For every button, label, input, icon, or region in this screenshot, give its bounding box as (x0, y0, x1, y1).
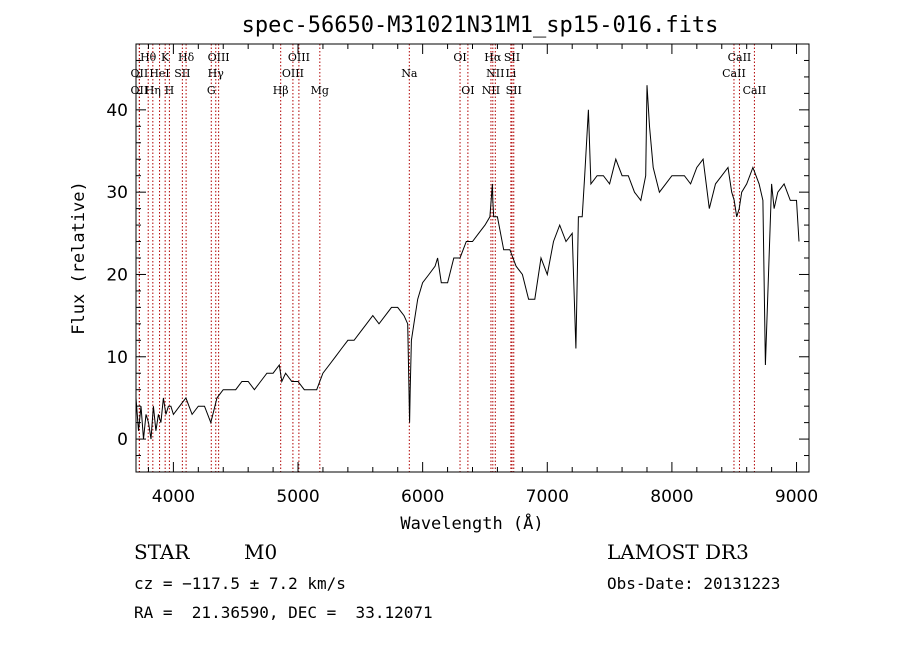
x-tick-label: 5000 (276, 487, 319, 507)
spectral-line-label: OI (461, 84, 474, 97)
spectral-line-label: Hθ (140, 51, 157, 64)
spectral-line-label: SII (504, 51, 520, 64)
plot-frame (135, 43, 810, 473)
x-tick-label: 9000 (775, 487, 818, 507)
spectral-line-label: Mg (311, 84, 329, 97)
spectral-line-label: CaII (743, 84, 767, 97)
spectral-line-label: NII (482, 84, 500, 97)
spectral-line-label: Hα (484, 51, 502, 64)
chart-title: spec-56650-M31021N31M1_sp15-016.fits (242, 13, 719, 38)
spectral-line-label: OII (131, 84, 149, 97)
y-tick-label: 10 (106, 348, 128, 368)
y-tick-label: 30 (106, 183, 128, 203)
x-axis-title: Wavelength (Å) (400, 512, 543, 534)
y-axis-title: Flux (relative) (69, 181, 89, 335)
y-tick-label: 40 (106, 101, 128, 121)
spectral-line-markers (138, 44, 755, 472)
spectral-line-label: OIII (208, 51, 230, 64)
spectral-line-label: Hγ (208, 67, 225, 80)
y-tick-label: 0 (117, 430, 128, 450)
spectral-line-label: Li (505, 67, 516, 80)
spectral-line-label: G (207, 84, 216, 97)
spectral-line-label: CaII (722, 67, 746, 80)
spectral-line-label: OIII (282, 67, 304, 80)
axis-ticks: 4000 5000 6000 7000 8000 9000 0 10 20 30 40 (106, 44, 818, 507)
spectral-line-label: OII (131, 67, 149, 80)
spectral-line-label: HeI (149, 67, 169, 80)
spectral-line-label: SII (506, 84, 522, 97)
x-tick-label: 4000 (152, 487, 195, 507)
spectral-line-label: NII (486, 67, 504, 80)
spectral-line-label: H (165, 84, 175, 97)
spectral-line-label: OIII (288, 51, 310, 64)
spectral-line-label: SII (174, 67, 190, 80)
spectral-line-label: Hδ (178, 51, 195, 64)
spectral-line-label: CaII (728, 51, 752, 64)
spectral-line-label: Hβ (273, 84, 289, 97)
x-tick-label: 6000 (401, 487, 444, 507)
spectral-line-label: Na (401, 67, 418, 80)
sky-coordinates: RA = 21.36590, DEC = 33.12071 (134, 603, 433, 622)
survey-name: LAMOST DR3 (607, 540, 749, 564)
x-tick-label: 7000 (526, 487, 569, 507)
spectral-line-label: K (161, 51, 170, 64)
spectrum-series-line (135, 85, 800, 440)
observation-date: Obs-Date: 20131223 (607, 574, 781, 593)
x-tick-label: 8000 (650, 487, 693, 507)
redshift-velocity: cz = −117.5 ± 7.2 km/s (134, 574, 346, 593)
object-subclass: M0 (244, 540, 278, 564)
object-class: STAR (134, 540, 190, 564)
spectral-line-label: Hη (145, 84, 161, 97)
y-tick-label: 20 (106, 265, 128, 285)
spectral-line-label: OI (453, 51, 466, 64)
